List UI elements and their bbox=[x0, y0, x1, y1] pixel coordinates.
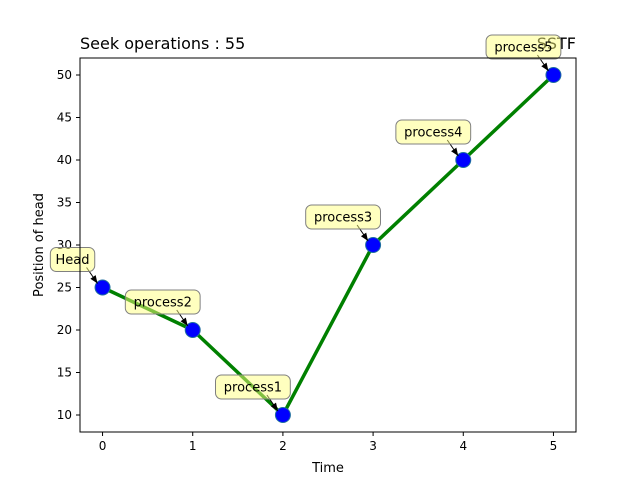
x-tick-label: 4 bbox=[459, 439, 467, 453]
y-tick-label: 50 bbox=[57, 68, 72, 82]
x-tick-label: 2 bbox=[279, 439, 287, 453]
annotation-box bbox=[305, 204, 381, 230]
annotation-arrowhead bbox=[451, 147, 459, 156]
series-line bbox=[101, 73, 555, 417]
y-tick-label: 35 bbox=[57, 196, 72, 210]
annotation-arrowhead bbox=[90, 275, 98, 284]
data-point bbox=[184, 322, 201, 338]
annotation-label: process3 bbox=[314, 211, 372, 226]
axes-frame bbox=[79, 57, 577, 433]
y-tick-label: 45 bbox=[57, 111, 72, 125]
annotation-box bbox=[124, 289, 201, 315]
annotation-box bbox=[215, 374, 291, 400]
annotation-label: process2 bbox=[134, 296, 192, 311]
y-tick-label: 20 bbox=[57, 323, 72, 337]
y-tick-label: 15 bbox=[57, 366, 72, 380]
chart-title-left: Seek operations : 55 bbox=[80, 34, 245, 53]
annotation-label: process4 bbox=[404, 126, 462, 141]
data-point bbox=[545, 67, 562, 83]
annotation-box bbox=[49, 247, 96, 272]
x-tick-label: 3 bbox=[369, 439, 377, 453]
data-point bbox=[94, 279, 111, 296]
x-tick-label: 0 bbox=[99, 439, 107, 453]
annotation-box bbox=[485, 34, 562, 60]
data-point bbox=[365, 237, 382, 253]
x-tick-label: 1 bbox=[189, 439, 197, 453]
annotation-label: Head bbox=[56, 253, 90, 268]
annotation-arrowhead bbox=[360, 232, 369, 241]
x-tick-label: 5 bbox=[550, 439, 558, 453]
annotation-box bbox=[395, 119, 472, 145]
data-point bbox=[455, 152, 472, 168]
x-axis-label: Time bbox=[311, 461, 344, 476]
data-point bbox=[274, 407, 291, 423]
annotation-arrowhead bbox=[541, 62, 549, 71]
annotation-label: process5 bbox=[494, 41, 552, 56]
y-tick-label: 40 bbox=[57, 153, 72, 167]
annotation-arrowhead bbox=[270, 402, 278, 411]
plot-area: 0 1 2 3 4 5101520253035404550Headprocess2proc… bbox=[49, 34, 577, 453]
y-axis-label: Position of head bbox=[32, 193, 47, 297]
y-tick-label: 25 bbox=[57, 281, 72, 295]
y-tick-label: 10 bbox=[57, 408, 72, 422]
annotation-label: process1 bbox=[224, 381, 282, 396]
annotation-arrowhead bbox=[180, 317, 188, 326]
